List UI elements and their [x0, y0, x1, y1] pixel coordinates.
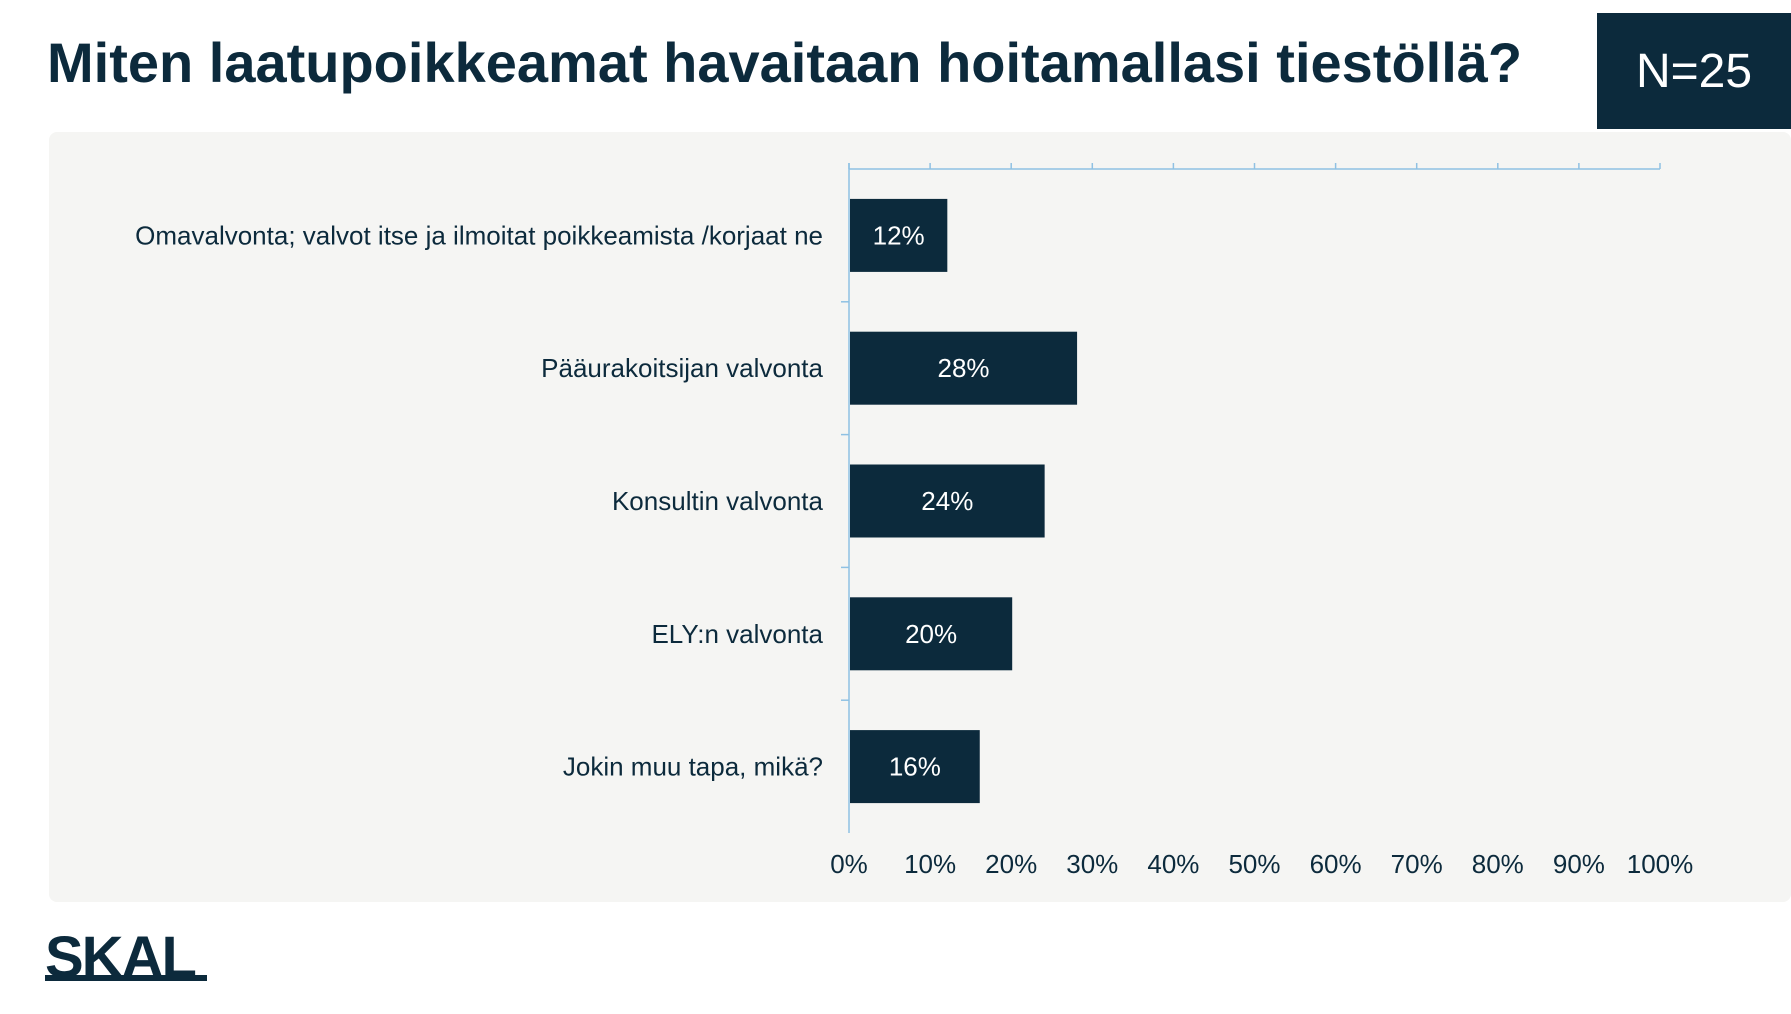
x-tick-label: 10% [904, 849, 956, 879]
bar [850, 730, 980, 804]
category-label: Pääurakoitsijan valvonta [541, 353, 823, 383]
bar-data-label: 16% [889, 752, 941, 782]
page-title: Miten laatupoikkeamat havaitaan hoitamal… [47, 31, 1523, 94]
x-tick-label: 100% [1627, 849, 1694, 879]
x-tick-label: 50% [1228, 849, 1280, 879]
x-tick-label: 60% [1310, 849, 1362, 879]
category-label: Jokin muu tapa, mikä? [563, 752, 823, 782]
bar-data-label: 12% [873, 220, 925, 250]
x-tick-label: 30% [1066, 849, 1118, 879]
x-tick-label: 70% [1391, 849, 1443, 879]
x-tick-label: 0% [830, 849, 868, 879]
bar [850, 597, 1013, 671]
sample-size-label: N=25 [1635, 44, 1753, 98]
category-label: Konsultin valvonta [612, 486, 824, 516]
category-label: ELY:n valvonta [651, 619, 823, 649]
x-tick-label: 90% [1553, 849, 1605, 879]
sample-size-badge: N=25 [1597, 13, 1791, 129]
bar [850, 464, 1045, 538]
x-tick-label: 20% [985, 849, 1037, 879]
bar-data-label: 28% [938, 353, 990, 383]
x-tick-label: 40% [1147, 849, 1199, 879]
skal-logo: SKAL [45, 925, 207, 985]
bar [850, 198, 948, 272]
chart-panel: 0% 10% 20% 30% 40% 50% 60% 70% 80% 90% 100% 12% Omav… [49, 132, 1791, 902]
bar-chart: 0% 10% 20% 30% 40% 50% 60% 70% 80% 90% 100% 12% Omav… [135, 163, 1694, 879]
x-tick-label: 80% [1472, 849, 1524, 879]
bar-data-label: 20% [905, 619, 957, 649]
category-label: Omavalvonta; valvot itse ja ilmoitat poi… [135, 220, 823, 250]
bar-data-label: 24% [921, 486, 973, 516]
bar [850, 331, 1078, 405]
